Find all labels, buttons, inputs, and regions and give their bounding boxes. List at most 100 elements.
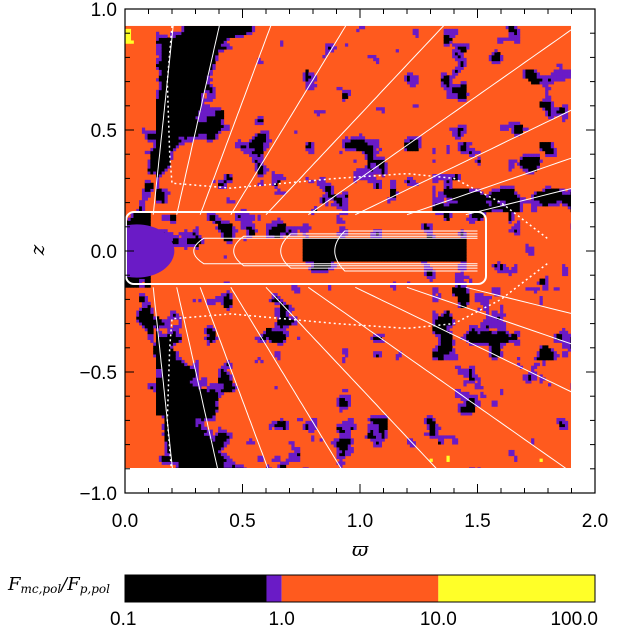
heatmap-cell: [443, 435, 447, 439]
heatmap-cell: [192, 403, 196, 407]
heatmap-cell: [158, 92, 163, 97]
heatmap-cell: [274, 182, 278, 187]
heatmap-cell: [220, 301, 225, 306]
heatmap-cell: [181, 455, 185, 460]
heatmap-cell: [429, 252, 433, 256]
heatmap-cell: [189, 124, 194, 128]
heatmap-cell: [356, 136, 360, 140]
heatmap-cell: [407, 249, 411, 253]
heatmap-cell: [150, 165, 154, 169]
heatmap-cell: [156, 142, 160, 146]
heatmap-cell: [203, 37, 208, 41]
heatmap-cell: [260, 168, 264, 172]
heatmap-cell: [181, 415, 185, 419]
heatmap-cell: [463, 57, 467, 62]
heatmap-cell: [172, 43, 177, 47]
heatmap-cell: [452, 188, 456, 192]
heatmap-cell: [466, 298, 470, 303]
heatmap-cell: [384, 249, 388, 253]
heatmap-cell: [150, 153, 154, 158]
heatmap-cell: [449, 435, 453, 439]
heatmap-cell: [460, 66, 464, 70]
heatmap-cell: [378, 246, 383, 250]
heatmap-cell: [268, 223, 273, 227]
heatmap-cell: [477, 194, 481, 198]
heatmap-cell: [144, 310, 148, 314]
heatmap-cell: [268, 423, 273, 428]
heatmap-cell: [198, 57, 202, 62]
heatmap-cell: [164, 415, 168, 419]
heatmap-cell: [344, 420, 349, 425]
heatmap-cell: [263, 165, 267, 169]
heatmap-cell: [206, 115, 210, 120]
heatmap-cell: [198, 69, 202, 73]
heatmap-cell: [167, 371, 171, 375]
heatmap-cell: [421, 246, 425, 250]
heatmap-cell: [175, 40, 179, 44]
heatmap-cell: [201, 423, 205, 428]
heatmap-cell: [336, 203, 340, 207]
heatmap-cell: [257, 115, 261, 120]
heatmap-cell: [161, 400, 165, 404]
heatmap-cell: [477, 307, 481, 311]
heatmap-cell: [381, 237, 385, 242]
heatmap-cell: [218, 226, 222, 230]
heatmap-cell: [463, 391, 467, 396]
heatmap-cell: [201, 89, 205, 94]
heatmap-cell: [179, 470, 182, 473]
heatmap-cell: [201, 92, 205, 97]
heatmap-cell: [212, 391, 216, 396]
heatmap-cell: [201, 426, 205, 430]
heatmap-cell: [226, 235, 230, 239]
heatmap-cell: [164, 98, 168, 102]
heatmap-cell: [480, 296, 484, 300]
heatmap-cell: [237, 145, 242, 149]
heatmap-cell: [347, 432, 351, 436]
heatmap-cell: [229, 365, 233, 370]
heatmap-cell: [435, 313, 439, 317]
heatmap-cell: [181, 429, 185, 433]
heatmap-cell: [167, 156, 171, 160]
heatmap-cell: [469, 377, 473, 381]
heatmap-cell: [147, 130, 151, 134]
heatmap-cell: [206, 325, 210, 329]
heatmap-cell: [443, 240, 447, 245]
heatmap-cell: [198, 397, 202, 401]
heatmap-cell: [246, 441, 250, 445]
heatmap-cell: [172, 46, 177, 50]
heatmap-cell: [460, 84, 464, 88]
heatmap-cell: [477, 211, 481, 216]
heatmap-cell: [170, 444, 174, 448]
heatmap-cell: [429, 255, 433, 259]
heatmap-cell: [178, 78, 182, 82]
heatmap-cell: [449, 319, 453, 323]
heatmap-cell: [370, 153, 374, 158]
heatmap-cell: [161, 104, 165, 108]
heatmap-cell: [443, 310, 447, 314]
heatmap-cell: [339, 406, 343, 410]
heatmap-cell: [181, 139, 185, 143]
heatmap-cell: [432, 356, 436, 361]
heatmap-cell: [257, 182, 261, 187]
heatmap-cell: [257, 156, 261, 160]
heatmap-cell: [404, 252, 408, 256]
heatmap-cell: [260, 136, 264, 140]
heatmap-cell: [342, 397, 346, 401]
heatmap-cell: [172, 101, 177, 105]
heatmap-cell: [198, 391, 202, 396]
heatmap-cell: [156, 386, 160, 390]
heatmap-cell: [283, 470, 286, 473]
heatmap-cell: [471, 220, 476, 224]
heatmap-cell: [170, 121, 174, 126]
heatmap-cell: [144, 136, 148, 140]
heatmap-cell: [220, 40, 225, 44]
heatmap-cell: [150, 133, 154, 137]
heatmap-cell: [156, 194, 160, 198]
heatmap-cell: [215, 406, 219, 410]
heatmap-cell: [319, 249, 323, 253]
heatmap-cell: [158, 37, 163, 41]
heatmap-cell: [378, 171, 383, 175]
heatmap-cell: [220, 438, 225, 442]
heatmap-cell: [203, 28, 208, 33]
heatmap-cell: [322, 240, 326, 245]
